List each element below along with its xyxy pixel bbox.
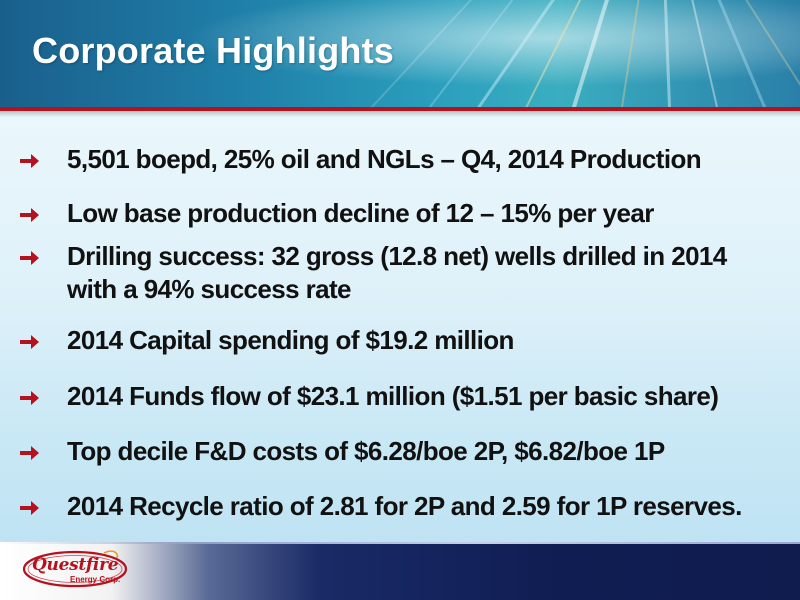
right-arrow-icon [20,446,39,460]
header-divider [0,107,800,111]
bullet-text: 2014 Recycle ratio of 2.81 for 2P and 2.… [67,491,742,521]
logo-wordmark: Questfire [32,555,119,575]
light-rays-decoration [0,0,800,108]
company-logo: Questfire Energy Corp. [20,548,130,594]
footer-band [0,542,800,600]
bullet-text: Low base production decline of 12 – 15% … [67,198,654,228]
bullet-text: Drilling success: 32 gross (12.8 net) we… [67,241,727,304]
logo-subtitle: Energy Corp. [70,575,121,584]
bullet-text: 2014 Capital spending of $19.2 million [67,325,514,355]
right-arrow-icon [20,391,39,405]
right-arrow-icon [20,154,39,168]
bullet-text: Top decile F&D costs of $6.28/boe 2P, $6… [67,436,665,466]
header-banner: Corporate Highlights [0,0,800,108]
header-divider-shadow [0,111,800,117]
bullet-list: 5,501 boepd, 25% oil and NGLs – Q4, 2014… [0,117,800,542]
right-arrow-icon [20,251,39,265]
page-title: Corporate Highlights [32,30,394,71]
right-arrow-icon [20,208,39,222]
footer-divider [0,542,800,544]
right-arrow-icon [20,335,39,349]
bullet-text: 5,501 boepd, 25% oil and NGLs – Q4, 2014… [67,144,702,174]
logo-swoosh-icon [22,550,128,588]
bullet-text: 2014 Funds flow of $23.1 million ($1.51 … [67,381,719,411]
right-arrow-icon [20,501,39,515]
